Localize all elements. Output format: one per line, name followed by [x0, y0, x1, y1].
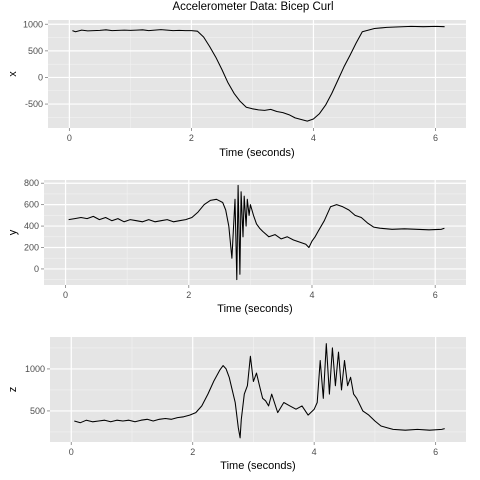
x-tick-label: 0 — [67, 133, 72, 143]
x-axis-title: Time (seconds) — [217, 303, 292, 315]
x-tick-label: 0 — [69, 447, 74, 457]
x-tick-label: 2 — [190, 447, 195, 457]
series-line-z — [74, 343, 445, 439]
y-tick-label: 500 — [30, 406, 45, 416]
series-line-x — [72, 25, 445, 122]
y-tick-label: 600 — [24, 200, 39, 210]
x-tick-label: 6 — [433, 447, 438, 457]
x-tick-label: 4 — [311, 133, 316, 143]
x-tick-label: 0 — [63, 290, 68, 300]
chart-title: Accelerometer Data: Bicep Curl — [172, 1, 333, 13]
x-tick-label: 2 — [186, 290, 191, 300]
y-axis-title: y — [7, 229, 19, 235]
panel-background — [48, 20, 466, 128]
panel-z: 0 2 4 6 500 1000 Time (seconds) z — [7, 337, 466, 472]
y-tick-label: 1000 — [23, 19, 43, 29]
y-tick-label: 0 — [34, 264, 39, 274]
x-tick-label: 6 — [433, 290, 438, 300]
y-tick-label: 800 — [24, 178, 39, 188]
panel-y: 0 2 4 6 0 200 400 600 800 Time (seconds) y — [7, 178, 466, 315]
y-tick-label: 500 — [28, 46, 43, 56]
series-line-y — [68, 184, 445, 281]
y-tick-label: 0 — [38, 72, 43, 82]
y-tick-label: 200 — [24, 243, 39, 253]
y-axis-title: z — [7, 387, 19, 393]
y-tick-label: 400 — [24, 221, 39, 231]
x-axis-title: Time (seconds) — [219, 147, 294, 159]
x-tick-label: 2 — [189, 133, 194, 143]
y-tick-label: 1000 — [25, 364, 45, 374]
x-tick-label: 4 — [312, 447, 317, 457]
panel-x: 0 2 4 6 -500 0 500 1000 Time (seconds) x — [7, 19, 466, 159]
panel-background — [50, 337, 466, 442]
y-axis-title: x — [7, 71, 19, 77]
panel-background — [44, 180, 466, 285]
x-tick-label: 6 — [433, 133, 438, 143]
x-tick-label: 4 — [309, 290, 314, 300]
y-tick-label: -500 — [25, 99, 43, 109]
x-axis-title: Time (seconds) — [220, 460, 295, 472]
